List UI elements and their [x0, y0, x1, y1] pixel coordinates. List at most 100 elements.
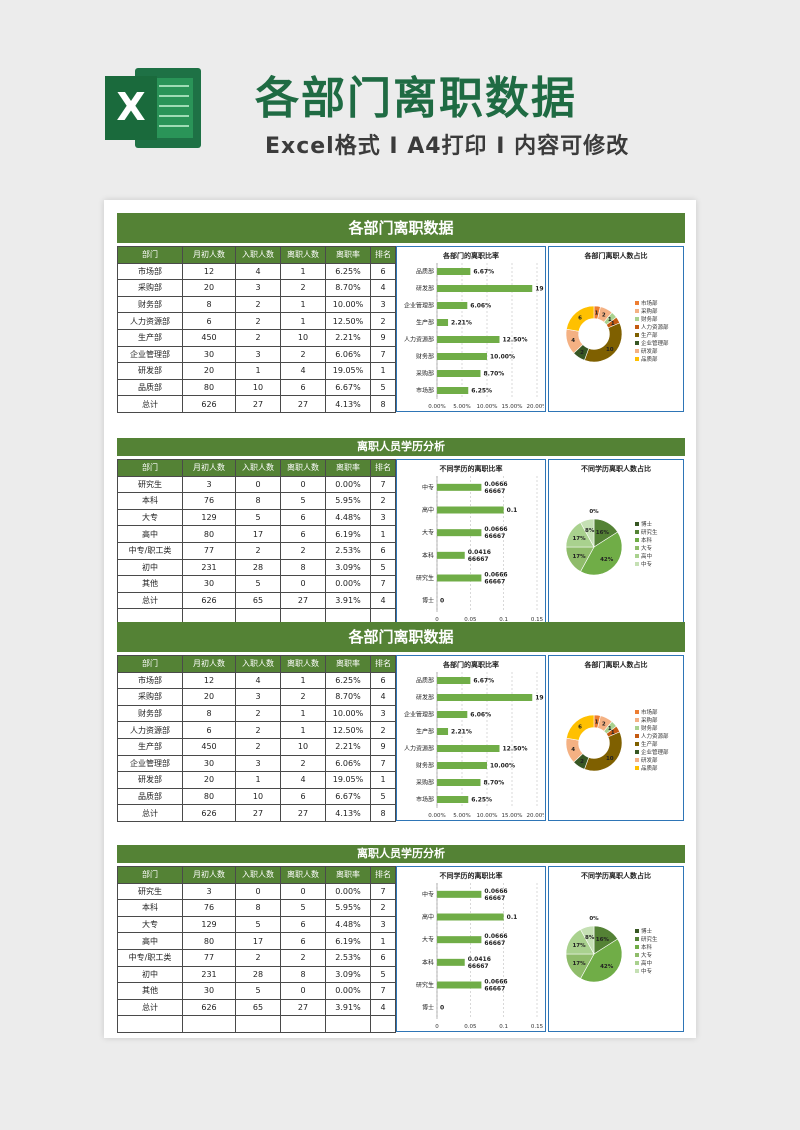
table-cell[interactable]: 20 — [182, 362, 236, 380]
table-cell[interactable]: 4.13% — [325, 804, 371, 822]
table-cell[interactable]: 2 — [280, 541, 326, 560]
table-cell[interactable]: 8 — [370, 804, 396, 822]
table-cell[interactable]: 研究生 — [117, 882, 183, 901]
table-cell[interactable]: 129 — [182, 915, 236, 934]
table-cell[interactable] — [182, 1015, 236, 1033]
table-cell[interactable]: 19.05% — [325, 771, 371, 789]
table-cell[interactable]: 6.19% — [325, 932, 371, 950]
table-cell[interactable]: 10 — [280, 328, 326, 347]
table-cell[interactable]: 5 — [370, 965, 396, 984]
table-cell[interactable]: 65 — [235, 998, 281, 1017]
table-cell[interactable]: 3 — [370, 295, 396, 314]
table-cell[interactable]: 20 — [182, 279, 236, 297]
table-cell[interactable]: 0.00% — [325, 475, 371, 494]
table-cell[interactable]: 20 — [182, 688, 236, 706]
table-cell[interactable]: 企业管理部 — [117, 345, 183, 364]
table-cell[interactable]: 76 — [182, 899, 236, 917]
table-cell[interactable]: 6.06% — [325, 754, 371, 773]
table-cell[interactable]: 3 — [370, 915, 396, 934]
table-cell[interactable]: 6.06% — [325, 345, 371, 364]
table-cell[interactable]: 3.91% — [325, 998, 371, 1017]
table-cell[interactable]: 1 — [280, 704, 326, 723]
table-cell[interactable]: 6 — [370, 948, 396, 967]
table-cell[interactable]: 3 — [370, 508, 396, 527]
table-cell[interactable]: 3.91% — [325, 591, 371, 610]
table-cell[interactable]: 1 — [370, 771, 396, 789]
table-cell[interactable]: 6.19% — [325, 525, 371, 543]
table-cell[interactable]: 80 — [182, 932, 236, 950]
table-cell[interactable]: 初中 — [117, 558, 183, 577]
table-cell[interactable]: 4 — [370, 998, 396, 1017]
table-cell[interactable]: 5 — [370, 787, 396, 806]
table-cell[interactable]: 27 — [280, 998, 326, 1017]
table-cell[interactable]: 80 — [182, 787, 236, 806]
table-cell[interactable]: 高中 — [117, 525, 183, 543]
table-cell[interactable]: 0 — [280, 575, 326, 593]
table-cell[interactable]: 2.53% — [325, 541, 371, 560]
table-cell[interactable]: 3.09% — [325, 558, 371, 577]
table-cell[interactable]: 初中 — [117, 965, 183, 984]
table-cell[interactable]: 高中 — [117, 932, 183, 950]
table-cell[interactable]: 231 — [182, 558, 236, 577]
table-cell[interactable]: 5 — [280, 492, 326, 510]
table-cell[interactable]: 20 — [182, 771, 236, 789]
table-cell[interactable]: 本科 — [117, 492, 183, 510]
table-cell[interactable]: 2.53% — [325, 948, 371, 967]
table-cell[interactable]: 4.48% — [325, 915, 371, 934]
table-cell[interactable] — [325, 1015, 371, 1033]
table-cell[interactable]: 5 — [370, 558, 396, 577]
table-cell[interactable]: 6 — [370, 262, 396, 281]
table-cell[interactable]: 80 — [182, 378, 236, 397]
table-cell[interactable]: 6 — [280, 378, 326, 397]
table-cell[interactable]: 626 — [182, 804, 236, 822]
table-cell[interactable]: 8 — [280, 965, 326, 984]
table-cell[interactable]: 总计 — [117, 804, 183, 822]
table-cell[interactable]: 1 — [370, 525, 396, 543]
table-cell[interactable]: 6 — [280, 525, 326, 543]
table-cell[interactable]: 0 — [280, 882, 326, 901]
table-cell[interactable]: 3 — [235, 345, 281, 364]
table-cell[interactable]: 品质部 — [117, 378, 183, 397]
table-cell[interactable]: 其他 — [117, 982, 183, 1000]
table-cell[interactable]: 5 — [235, 508, 281, 527]
table-cell[interactable]: 8 — [280, 558, 326, 577]
table-cell[interactable]: 7 — [370, 345, 396, 364]
table-cell[interactable]: 27 — [280, 395, 326, 413]
table-cell[interactable]: 2 — [370, 312, 396, 330]
table-cell[interactable]: 6 — [280, 932, 326, 950]
table-cell[interactable]: 6 — [280, 915, 326, 934]
table-cell[interactable]: 27 — [235, 804, 281, 822]
table-cell[interactable]: 本科 — [117, 899, 183, 917]
table-cell[interactable]: 财务部 — [117, 295, 183, 314]
table-cell[interactable]: 中专/职工类 — [117, 948, 183, 967]
table-cell[interactable]: 6 — [370, 541, 396, 560]
table-cell[interactable]: 2 — [235, 541, 281, 560]
table-cell[interactable]: 企业管理部 — [117, 754, 183, 773]
table-cell[interactable]: 27 — [280, 804, 326, 822]
table-cell[interactable]: 7 — [370, 882, 396, 901]
table-cell[interactable]: 17 — [235, 932, 281, 950]
table-cell[interactable]: 总计 — [117, 591, 183, 610]
table-cell[interactable]: 研发部 — [117, 362, 183, 380]
table-cell[interactable]: 4 — [370, 279, 396, 297]
table-cell[interactable]: 4.13% — [325, 395, 371, 413]
table-cell[interactable]: 8 — [235, 492, 281, 510]
table-cell[interactable]: 17 — [235, 525, 281, 543]
table-cell[interactable]: 人力资源部 — [117, 721, 183, 739]
table-cell[interactable]: 生产部 — [117, 737, 183, 756]
table-cell[interactable]: 0 — [280, 475, 326, 494]
table-cell[interactable]: 6.25% — [325, 671, 371, 690]
table-cell[interactable]: 0 — [235, 882, 281, 901]
table-cell[interactable]: 总计 — [117, 998, 183, 1017]
table-cell[interactable]: 4 — [235, 262, 281, 281]
table-cell[interactable]: 2 — [370, 899, 396, 917]
table-cell[interactable]: 中专/职工类 — [117, 541, 183, 560]
table-cell[interactable] — [280, 1015, 326, 1033]
table-cell[interactable]: 2 — [280, 948, 326, 967]
table-cell[interactable]: 8 — [370, 395, 396, 413]
table-cell[interactable]: 采购部 — [117, 279, 183, 297]
table-cell[interactable]: 6.67% — [325, 378, 371, 397]
table-cell[interactable]: 5 — [235, 982, 281, 1000]
table-cell[interactable]: 2.21% — [325, 737, 371, 756]
table-cell[interactable]: 2 — [280, 688, 326, 706]
